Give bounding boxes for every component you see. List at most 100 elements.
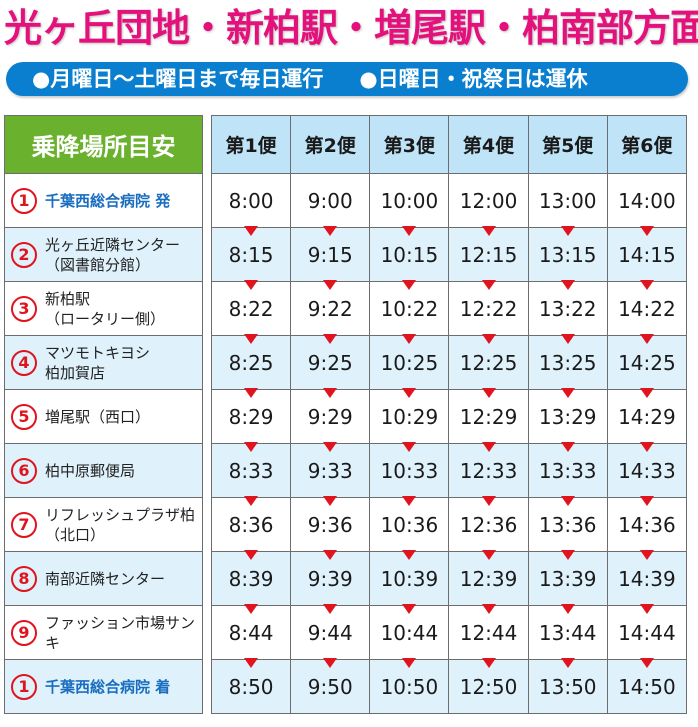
departure-time-cell: 13:29 [527, 388, 608, 444]
departure-time-cell: 8:22 [210, 280, 292, 336]
stop-row: 7 リフレッシュプラザ柏 （北口） [4, 497, 203, 552]
departure-time-cell: 9:50 [290, 658, 371, 714]
departure-time-cell: 10:50 [369, 658, 450, 714]
departure-time-cell: 9:15 [290, 226, 371, 282]
closed-days-note: ●日曜日・祝祭日は運休 [359, 67, 588, 91]
departure-time: 10:25 [380, 350, 439, 375]
departure-time-cell: 10:44 [369, 604, 450, 660]
stop-number-badge: 3 [11, 295, 37, 322]
down-arrow-icon [323, 604, 338, 614]
departure-time-cell: 14:39 [606, 550, 688, 606]
down-arrow-icon [481, 496, 496, 506]
stop-row: 4 マツモトキヨシ 柏加賀店 [4, 335, 203, 390]
departure-time: 10:15 [380, 242, 439, 267]
departure-time: 10:36 [380, 512, 439, 537]
departure-time-cell: 12:50 [448, 658, 529, 714]
departure-time: 8:39 [228, 566, 274, 591]
stop-name: 新柏駅 （ロータリー側） [45, 289, 166, 328]
operating-days-note: ●月曜日〜土曜日まで毎日運行 [32, 67, 324, 91]
down-arrow-icon [560, 604, 575, 614]
time-row: 8:22 9:22 10:22 12:22 13:22 14:22 [210, 280, 688, 336]
departure-time: 12:44 [459, 620, 518, 645]
down-arrow-icon [560, 496, 575, 506]
departure-time-cell: 10:39 [369, 550, 450, 606]
departure-time: 8:29 [228, 404, 274, 429]
stop-number-badge: 1 [11, 673, 37, 700]
departure-time-cell: 12:29 [448, 388, 529, 444]
departure-time: 9:33 [307, 458, 353, 483]
departure-time-cell: 12:15 [448, 226, 529, 282]
departure-time-cell: 10:22 [369, 280, 450, 336]
departure-time-cell: 10:15 [369, 226, 450, 282]
stop-name: 光ヶ丘近隣センター （図書館分館） [45, 235, 181, 274]
departure-time-cell: 12:33 [448, 442, 529, 498]
departure-time-cell: 8:50 [210, 658, 292, 714]
stop-name: リフレッシュプラザ柏 （北口） [45, 505, 196, 544]
down-arrow-icon [639, 388, 654, 398]
departure-time: 14:29 [618, 404, 676, 429]
departure-time-cell: 9:00 [290, 173, 371, 228]
departure-time-cell: 13:36 [527, 496, 608, 552]
down-arrow-icon [402, 496, 417, 506]
departure-time-cell: 12:39 [448, 550, 529, 606]
departure-time: 8:50 [228, 674, 274, 699]
departure-time-cell: 12:36 [448, 496, 529, 552]
departure-time: 13:15 [538, 242, 597, 267]
down-arrow-icon [560, 658, 575, 668]
departure-time: 14:25 [618, 350, 676, 375]
departure-time: 10:22 [380, 296, 439, 321]
down-arrow-icon [323, 334, 338, 344]
departure-time-cell: 14:29 [606, 388, 688, 444]
down-arrow-icon [560, 550, 575, 560]
stop-number-badge: 1 [11, 187, 37, 214]
down-arrow-icon [481, 226, 496, 236]
stop-name: 千葉西総合病院 発 [45, 191, 171, 210]
down-arrow-icon [639, 604, 654, 614]
departure-time: 10:50 [380, 674, 439, 699]
departure-time-cell: 9:44 [290, 604, 371, 660]
down-arrow-icon [402, 226, 417, 236]
departure-time: 14:22 [618, 296, 676, 321]
departure-time: 14:50 [618, 674, 676, 699]
stop-number-badge: 4 [11, 349, 37, 376]
departure-time: 13:39 [538, 566, 597, 591]
down-arrow-icon [323, 388, 338, 398]
stop-row: 2 光ヶ丘近隣センター （図書館分館） [4, 227, 203, 282]
stop-name: 増尾駅（西口） [45, 407, 151, 426]
stop-name: 南部近隣センター [45, 569, 166, 588]
time-row: 8:33 9:33 10:33 12:33 13:33 14:33 [210, 442, 688, 498]
departure-time-cell: 10:36 [369, 496, 450, 552]
down-arrow-icon [402, 550, 417, 560]
departure-time: 9:29 [307, 404, 353, 429]
down-arrow-icon [560, 388, 575, 398]
departure-time: 14:36 [618, 512, 676, 537]
stop-name: ファッション市場サンキ [45, 613, 196, 652]
departure-time: 8:33 [228, 458, 274, 483]
departure-time-cell: 13:22 [527, 280, 608, 336]
departure-time-cell: 8:44 [210, 604, 292, 660]
down-arrow-icon [323, 280, 338, 290]
down-arrow-icon [560, 334, 575, 344]
down-arrow-icon [639, 226, 654, 236]
timetable: 第1便 第2便 第3便 第4便 第5便 第6便 8:00 9:00 10:00 12:00 13:… [210, 115, 688, 714]
departure-time: 9:44 [307, 620, 353, 645]
departure-time-cell: 9:29 [290, 388, 371, 444]
stop-name: 柏中原郵便局 [45, 461, 136, 480]
departure-time-cell: 9:39 [290, 550, 371, 606]
down-arrow-icon [323, 226, 338, 236]
departure-time-cell: 14:50 [606, 658, 688, 714]
departure-time: 14:44 [618, 620, 676, 645]
departure-time: 14:15 [618, 242, 676, 267]
down-arrow-icon [323, 658, 338, 668]
departure-time-cell: 8:33 [210, 442, 292, 498]
departure-time: 12:50 [459, 674, 518, 699]
departure-time: 14:39 [618, 566, 676, 591]
departure-time-cell: 12:00 [448, 173, 529, 228]
departure-time: 13:29 [538, 404, 597, 429]
time-row: 8:50 9:50 10:50 12:50 13:50 14:50 [210, 658, 688, 714]
departure-time-cell: 13:50 [527, 658, 608, 714]
departure-time-cell: 14:15 [606, 226, 688, 282]
down-arrow-icon [481, 658, 496, 668]
trip-column-header: 第6便 [606, 115, 688, 174]
down-arrow-icon [402, 388, 417, 398]
